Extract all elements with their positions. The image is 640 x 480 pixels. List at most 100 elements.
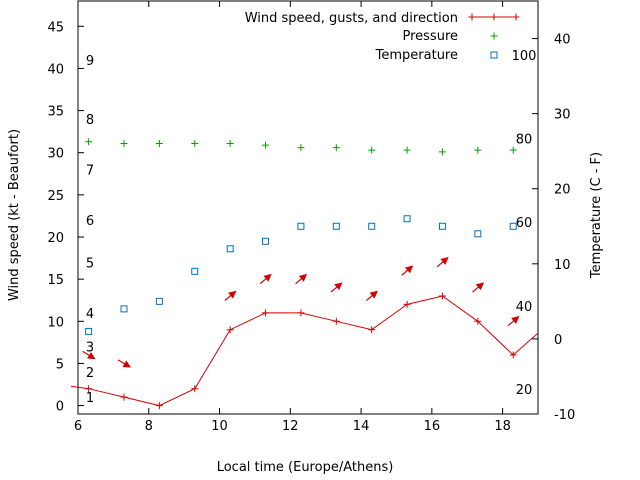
wind-arrow [401, 265, 414, 276]
legend-key-temperature [490, 51, 498, 59]
temperature-point [474, 230, 482, 238]
wind-speed-point [262, 309, 270, 317]
y2-axis-label: Temperature (C - F) [589, 152, 604, 279]
y2-tick-label: 0 [554, 333, 562, 348]
plot-frame [77, 0, 539, 415]
pressure-point [509, 146, 517, 154]
wind-arrow [507, 316, 520, 327]
wind-speed-point [297, 309, 305, 317]
legend-label-wind: Wind speed, gusts, and direction [245, 11, 458, 26]
pressure-point [155, 139, 163, 147]
series-layer [70, 138, 539, 410]
wind-arrow-head [122, 360, 131, 368]
wind-arrow [472, 282, 485, 293]
y2-tick-label: 30 [554, 108, 571, 123]
wind-arrow-head [228, 290, 237, 299]
wind-speed-point [332, 317, 340, 325]
wind-arrow-head [404, 265, 414, 274]
y-tick-label: 5 [56, 357, 64, 372]
y-tick-label: 35 [47, 105, 64, 120]
wind-arrow [82, 350, 96, 360]
beaufort-label: 2 [86, 366, 94, 381]
wind-arrow-head [369, 290, 378, 299]
wind-arrow-head [475, 282, 485, 291]
pressure-point [191, 139, 199, 147]
temperature-point [155, 297, 163, 305]
wind-speed-point [509, 351, 517, 359]
wind-arrow-head [263, 273, 272, 282]
ticks-layer: 6 8 10 12 14 16 18051015202530354045-100102030… [47, 1, 575, 434]
y2-tick-label: 20 [554, 183, 571, 198]
pressure-point [368, 146, 376, 154]
x-tick-label: 16 [424, 419, 441, 434]
y2-tick-label: 40 [554, 33, 571, 48]
pressure-point [85, 138, 93, 146]
y-tick-label: 0 [56, 400, 64, 415]
x-tick-label: 18 [494, 419, 511, 434]
y-tick-label: 40 [47, 62, 64, 77]
beaufort-labels: 1 2 3 4 5 6 7 8 9 [86, 54, 94, 406]
pressure-point [403, 146, 411, 154]
wind-speed-point [155, 402, 163, 410]
wind-direction-arrows [82, 257, 520, 368]
x-tick-label: 12 [282, 419, 299, 434]
wind-arrow [224, 290, 237, 301]
pressure-point [120, 139, 128, 147]
legend-label-pressure: Pressure [402, 29, 458, 44]
temperature-point [297, 222, 305, 230]
wind-arrow [330, 282, 343, 293]
temperature-point [438, 222, 446, 230]
pressure-point [332, 144, 340, 152]
fahrenheit-labels: 20 40 60 80 100 [512, 49, 537, 398]
y-tick-label: 15 [47, 273, 64, 288]
legend-key-pressure-plus [490, 32, 498, 40]
legend-label-temperature: Temperature [375, 48, 458, 63]
legend-key-temperature-box [490, 51, 498, 59]
fahrenheit-label: 80 [516, 132, 533, 147]
wind-arrow [117, 359, 131, 368]
pressure-point [297, 144, 305, 152]
beaufort-label: 1 [86, 391, 94, 406]
wind-speed-point [120, 393, 128, 401]
legend-key-wind [468, 13, 520, 21]
pressure-point [262, 141, 270, 149]
temperature-point [226, 245, 234, 253]
pressure-point [474, 146, 482, 154]
wind-speed-point [474, 317, 482, 325]
temperature-point [509, 222, 517, 230]
temperature-point [191, 267, 199, 275]
y-tick-label: 20 [47, 231, 64, 246]
x-tick-label: 8 [145, 419, 153, 434]
wind-arrow-head [440, 257, 449, 265]
wind-speed-point [368, 326, 376, 334]
beaufort-label: 3 [86, 341, 94, 356]
beaufort-label: 8 [86, 113, 94, 128]
pressure-point [438, 148, 446, 156]
fahrenheit-label: 60 [516, 216, 533, 231]
temperature-point [262, 237, 270, 245]
legend-key-wind-plus [490, 13, 498, 21]
temperature-point [403, 215, 411, 223]
beaufort-label: 4 [86, 307, 94, 322]
legend-key-wind-end [512, 13, 520, 21]
wind-arrow-head [298, 273, 308, 282]
wind-arrow-head [511, 316, 520, 324]
legend: Wind speed, gusts, and direction Pressur… [245, 11, 520, 63]
wind-arrow-head [334, 282, 343, 291]
wind-speed-point [403, 300, 411, 308]
y-axis-label: Wind speed (kt - Beaufort) [7, 129, 22, 301]
legend-key-pressure [490, 32, 498, 40]
beaufort-label: 9 [86, 54, 94, 69]
temperature-point [120, 305, 128, 313]
x-tick-label: 14 [353, 419, 370, 434]
fahrenheit-label: 40 [516, 300, 533, 315]
y2-tick-label: -10 [554, 408, 575, 423]
wind-arrow [436, 257, 449, 268]
y-tick-label: 30 [47, 147, 64, 162]
y-tick-label: 25 [47, 189, 64, 204]
wind-speed-point [226, 326, 234, 334]
fahrenheit-label: 20 [516, 383, 533, 398]
wind-arrow [295, 273, 308, 285]
wind-speed-point [85, 385, 93, 393]
wind-speed-point [191, 385, 199, 393]
